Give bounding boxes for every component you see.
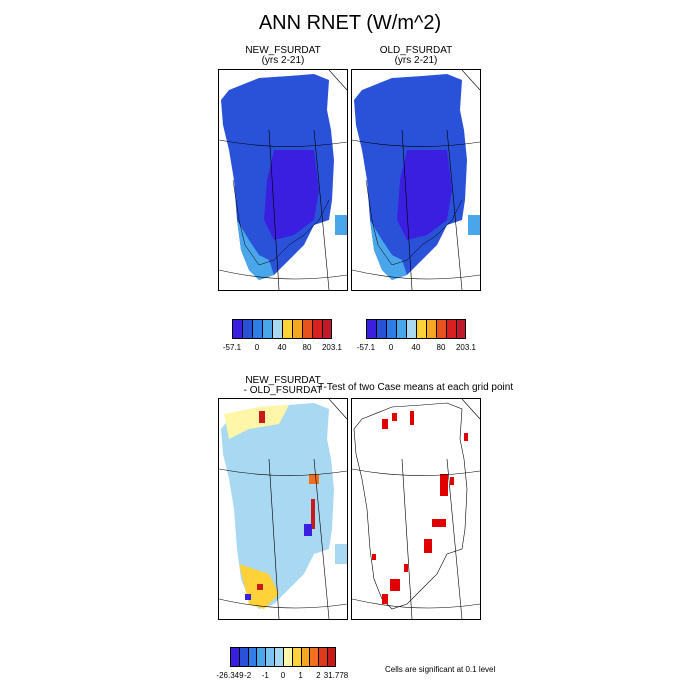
colorbar-top-right-swatch: [406, 319, 416, 339]
colorbar-bottom-label: 1: [298, 671, 303, 680]
map-old-fsurdat: [351, 69, 481, 291]
colorbar-top-right-label: 0: [388, 343, 394, 352]
colorbar-bottom-label: -2: [244, 671, 252, 680]
colorbar-top-left-label: 0: [254, 343, 260, 352]
panel-old-title: OLD_FSURDAT (yrs 2-21): [351, 46, 481, 66]
colorbar-bottom-swatch: [247, 647, 257, 667]
colorbar-top-left-swatch: [242, 319, 252, 339]
colorbar-top-right-swatch: [366, 319, 376, 339]
colorbar-top-right-label: -57.1: [356, 343, 376, 352]
diff-red-cell-2: [311, 499, 315, 529]
diff-island: [335, 544, 347, 564]
colorbar-top-right-swatch: [376, 319, 386, 339]
colorbar-top-left-label: 80: [302, 343, 312, 352]
colorbar-top-left-label: 203.1: [321, 343, 343, 352]
colorbar-bottom-swatch: [327, 647, 336, 667]
colorbar-top-left-swatch: [302, 319, 312, 339]
colorbar-top-left: -57.1 0 40 80 203.1: [223, 319, 342, 359]
panel-old-title-text: OLD_FSURDAT: [379, 45, 453, 56]
colorbar-top-right-boxes: [366, 319, 466, 339]
greenland-core-new: [264, 150, 319, 240]
colorbar-top-left-swatch: [282, 319, 292, 339]
colorbar-top-left-swatch: [292, 319, 302, 339]
colorbar-bottom-boxes: [230, 647, 336, 667]
colorbar-top-left-swatch: [232, 319, 242, 339]
colorbar-top-right: -57.1 0 40 80 203.1: [357, 319, 476, 359]
map-new-fsurdat: [218, 69, 348, 291]
map-new-svg: [219, 70, 347, 290]
colorbar-bottom-label: 2: [316, 671, 321, 680]
colorbar-bottom-swatch: [300, 647, 310, 667]
colorbar-top-left-boxes: [232, 319, 332, 339]
diff-red-cell-3: [257, 584, 263, 590]
colorbar-bottom-swatch: [265, 647, 275, 667]
colorbar-bottom-swatch: [230, 647, 239, 667]
colorbar-top-right-swatch: [386, 319, 396, 339]
colorbar-top-right-swatch: [426, 319, 436, 339]
diff-blue-cell-1: [304, 524, 312, 536]
panel-new-title: NEW_FSURDAT (yrs 2-21): [218, 46, 348, 66]
diff-orange-cell-1: [309, 474, 319, 484]
colorbar-top-left-swatch: [262, 319, 272, 339]
colorbar-bottom-swatch: [282, 647, 292, 667]
diff-red-cell-1: [259, 411, 265, 423]
panel-diff-title-line1: NEW_FSURDAT: [245, 375, 321, 386]
map-difference: [218, 398, 348, 620]
island-new: [335, 215, 347, 235]
colorbar-top-left-label: 40: [277, 343, 287, 352]
panel-new-title-text: NEW_FSURDAT: [245, 45, 321, 56]
greenland-core-old: [397, 150, 452, 240]
figure-title: ANN RNET (W/m^2): [258, 12, 442, 34]
colorbar-top-left-label: -57.1: [222, 343, 242, 352]
panel-old-subtitle: (yrs 2-21): [394, 55, 438, 66]
colorbar-top-right-label: 203.1: [455, 343, 477, 352]
colorbar-bottom-swatch: [309, 647, 319, 667]
colorbar-top-left-swatch: [322, 319, 332, 339]
colorbar-top-right-swatch: [446, 319, 456, 339]
colorbar-bottom-label: -26.349: [216, 671, 244, 680]
diff-blue-cell-2: [245, 594, 251, 600]
map-old-svg: [352, 70, 480, 290]
colorbar-bottom-label: 0: [280, 671, 286, 680]
colorbar-bottom-swatch: [291, 647, 301, 667]
map-diff-svg: [219, 399, 347, 619]
colorbar-bottom-label: -1: [261, 671, 269, 680]
diff-warm-north: [224, 405, 289, 439]
greenland-edge-old: [370, 220, 407, 280]
colorbar-bottom-swatch: [238, 647, 248, 667]
significance-note: Cells are significant at 0.1 level: [385, 665, 496, 674]
significant-cells: [372, 411, 468, 604]
colorbar-bottom-swatch: [274, 647, 283, 667]
colorbar-top-left-swatch: [252, 319, 262, 339]
map-ttest: [351, 398, 481, 620]
island-old: [468, 215, 480, 235]
colorbar-bottom: -26.349 -2 -1 0 1 2 31.778: [216, 647, 348, 687]
colorbar-bottom-swatch: [318, 647, 328, 667]
colorbar-top-right-label: 40: [411, 343, 421, 352]
map-ttest-svg: [352, 399, 480, 619]
greenland-field-diff: [221, 403, 334, 609]
colorbar-top-right-label: 80: [436, 343, 446, 352]
panel-ttest-title: T-Test of two Case means at each grid po…: [318, 382, 514, 393]
colorbar-top-right-swatch: [436, 319, 446, 339]
colorbar-top-left-swatch: [312, 319, 322, 339]
panel-diff-title: NEW_FSURDAT - OLD_FSURDAT: [218, 376, 348, 396]
colorbar-top-right-swatch: [416, 319, 426, 339]
colorbar-bottom-label: 31.778: [323, 671, 349, 680]
greenland-outline-ttest: [353, 402, 468, 610]
panel-diff-title-line2: - OLD_FSURDAT: [243, 385, 323, 396]
panel-new-subtitle: (yrs 2-21): [261, 55, 305, 66]
colorbar-top-right-swatch: [456, 319, 466, 339]
colorbar-top-left-swatch: [272, 319, 282, 339]
colorbar-bottom-swatch: [256, 647, 266, 667]
colorbar-top-right-swatch: [396, 319, 406, 339]
greenland-edge-new: [237, 220, 274, 280]
